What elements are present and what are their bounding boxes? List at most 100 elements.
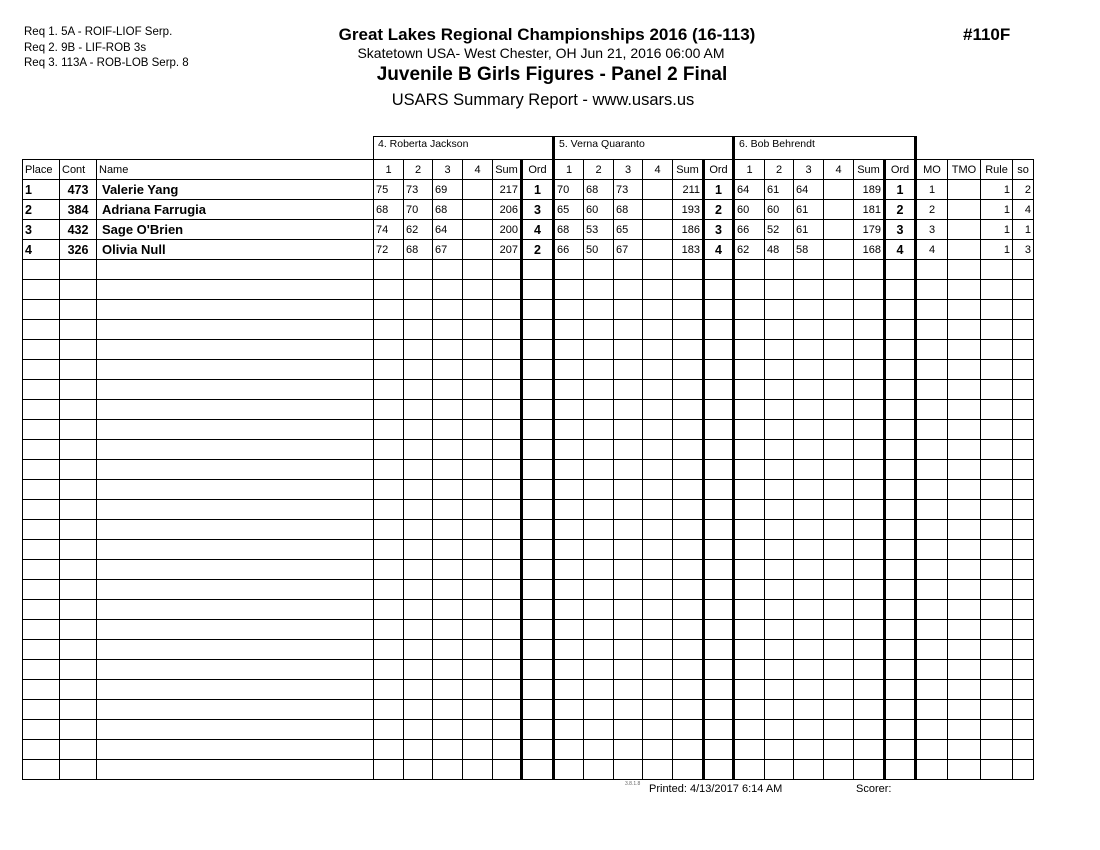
sum-cell: 206	[492, 199, 522, 220]
score-cell	[462, 239, 493, 260]
mo-cell	[914, 699, 948, 720]
mo-cell	[914, 719, 948, 740]
score-cell	[373, 459, 404, 480]
score-cell	[583, 579, 614, 600]
place-cell	[22, 419, 60, 440]
sum-cell: 186	[672, 219, 704, 240]
score-cell	[462, 399, 493, 420]
score-cell	[642, 559, 673, 580]
score-cell	[732, 599, 765, 620]
score-cell	[462, 539, 493, 560]
score-cell	[642, 519, 673, 540]
score-cell	[732, 499, 765, 520]
score-cell	[642, 459, 673, 480]
tmo-cell	[947, 339, 981, 360]
score-cell	[823, 539, 854, 560]
place-cell	[22, 619, 60, 640]
score-cell	[552, 759, 584, 780]
so-cell	[1012, 519, 1034, 540]
sum-cell	[672, 399, 704, 420]
so-cell	[1012, 439, 1034, 460]
ordinal-cell	[520, 679, 554, 700]
rule-cell	[980, 639, 1013, 660]
score-cell	[432, 559, 463, 580]
header-cont: Cont	[59, 159, 97, 180]
ordinal-cell	[702, 339, 734, 360]
sum-cell	[492, 639, 522, 660]
score-cell	[823, 599, 854, 620]
score-cell	[613, 599, 643, 620]
ordinal-cell	[520, 599, 554, 620]
score-cell	[462, 639, 493, 660]
place-cell	[22, 279, 60, 300]
score-cell	[432, 499, 463, 520]
score-cell	[403, 559, 433, 580]
score-cell	[462, 359, 493, 380]
cont-cell	[59, 519, 97, 540]
place-cell	[22, 699, 60, 720]
judge-name: 5. Verna Quaranto	[552, 136, 734, 160]
score-cell	[432, 359, 463, 380]
score-cell	[583, 339, 614, 360]
score-cell	[403, 579, 433, 600]
score-cell	[642, 619, 673, 640]
so-cell	[1012, 679, 1034, 700]
ordinal-cell	[883, 679, 916, 700]
score-cell	[403, 359, 433, 380]
score-cell	[432, 739, 463, 760]
score-cell	[764, 459, 794, 480]
score-cell	[823, 679, 854, 700]
sum-cell	[672, 539, 704, 560]
rule-cell	[980, 679, 1013, 700]
rule-cell	[980, 519, 1013, 540]
score-cell	[432, 539, 463, 560]
score-cell	[793, 339, 824, 360]
score-cell: 61	[793, 199, 824, 220]
ordinal-cell: 3	[702, 219, 734, 240]
judge-header-row: 4. Roberta Jackson 5. Verna Quaranto 6. Bo…	[23, 136, 1034, 160]
ordinal-cell	[520, 619, 554, 640]
ordinal-cell	[520, 739, 554, 760]
sum-cell	[672, 679, 704, 700]
ordinal-cell	[702, 399, 734, 420]
table-row	[22, 559, 1034, 580]
score-cell	[613, 439, 643, 460]
skater-name	[96, 699, 374, 720]
score-cell	[552, 259, 584, 280]
tmo-cell	[947, 179, 981, 200]
score-cell	[432, 759, 463, 780]
ordinal-cell	[883, 759, 916, 780]
score-cell	[793, 559, 824, 580]
score-cell	[462, 279, 493, 300]
score-cell	[823, 259, 854, 280]
rule-cell	[980, 379, 1013, 400]
header-ord: Ord	[520, 159, 554, 180]
score-cell	[462, 739, 493, 760]
sum-cell	[672, 419, 704, 440]
mo-cell: 2	[914, 199, 948, 220]
ordinal-cell	[520, 499, 554, 520]
score-cell	[403, 539, 433, 560]
score-cell	[583, 599, 614, 620]
cont-cell	[59, 699, 97, 720]
score-cell	[373, 699, 404, 720]
sum-cell	[853, 599, 885, 620]
score-cell: 70	[403, 199, 433, 220]
ordinal-cell	[702, 519, 734, 540]
table-row	[22, 659, 1034, 680]
header-mo: MO	[914, 159, 948, 180]
score-cell	[732, 719, 765, 740]
rule-cell	[980, 259, 1013, 280]
score-cell	[403, 739, 433, 760]
sum-cell	[492, 699, 522, 720]
score-cell	[642, 239, 673, 260]
skater-name	[96, 599, 374, 620]
table-row	[22, 439, 1034, 460]
table-row	[22, 519, 1034, 540]
sum-cell	[853, 759, 885, 780]
ordinal-cell	[883, 419, 916, 440]
score-cell	[732, 619, 765, 640]
cont-cell: 326	[59, 239, 97, 260]
score-cell	[583, 499, 614, 520]
score-cell	[462, 519, 493, 540]
